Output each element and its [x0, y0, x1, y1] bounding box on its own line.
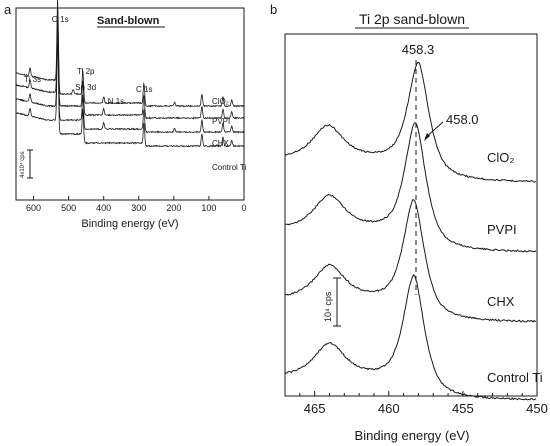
panel-b-series-line	[284, 273, 537, 401]
panel-a-peak-label: C 1s	[136, 85, 152, 94]
panel-a-peak-label: Sn 3d	[75, 83, 96, 92]
panel-a-series-labels: ClO₂ PVPI CHX Control Ti	[212, 97, 246, 172]
panel-a-series-line	[15, 0, 245, 108]
panel-a-peak-label: O 1s	[52, 15, 69, 24]
panel-a-series-label: ClO₂	[212, 97, 229, 106]
panel-a-tick-label: 200	[166, 203, 181, 213]
panel-b-series-line	[284, 122, 537, 253]
panel-a-frame	[15, 7, 245, 201]
panel-b-spectra	[284, 61, 537, 401]
panel-a-series-label: PVPI	[212, 117, 230, 126]
panel-b-tick-label: 450	[526, 401, 548, 416]
panel-b-series-labels: ClO₂ PVPI CHX Control Ti	[487, 150, 543, 385]
panel-b-series-line	[284, 61, 537, 183]
panel-b-annotation-arrowhead	[424, 133, 430, 141]
panel-a-title: Sand-blown	[97, 15, 160, 27]
panel-a-spectra	[15, 0, 245, 148]
panel-b-series-line	[284, 199, 537, 323]
panel-a-tick-label: 300	[131, 203, 146, 213]
panel-a-peak-label: Ti 2p	[77, 67, 95, 76]
panel-label-a: a	[4, 2, 12, 17]
panel-a-tick-label: 100	[201, 203, 216, 213]
panel-b-frame	[284, 33, 538, 397]
panel-a-series-line	[15, 38, 244, 148]
panel-b-ti2p-chart: Ti 2p sand-blown Binding energy (eV) 465…	[284, 11, 548, 443]
panel-a-tick-label: 600	[26, 203, 41, 213]
panel-a-series-line	[15, 25, 245, 134]
panel-a-scale-bar-label: 4x10⁴ cps	[19, 151, 26, 178]
panel-b-tick-label: 460	[378, 401, 400, 416]
panel-b-series-label: ClO₂	[487, 150, 514, 165]
panel-b-tick-label: 455	[452, 401, 474, 416]
panel-a-x-axis-label: Binding energy (eV)	[81, 218, 178, 230]
panel-a-tick-label: 400	[96, 203, 111, 213]
panel-b-scale-bar-label: 10⁴ cps	[323, 291, 333, 322]
panel-b-tick-label: 465	[304, 401, 326, 416]
panel-b-annotation-458-0: 458.0	[446, 112, 479, 127]
panel-a-x-ticks: 600 500 400 300 200 100 0	[26, 196, 247, 213]
panel-a-peak-label: N 1s	[108, 97, 124, 106]
panel-b-x-ticks: 465 460 455 450	[299, 391, 548, 416]
panel-a-series-line	[15, 10, 245, 120]
panel-a-survey-chart: Sand-blown Binding energy (eV) 600 500 400…	[15, 0, 247, 230]
panel-b-series-label: PVPI	[487, 222, 517, 237]
panel-a-series-label: CHX	[212, 139, 230, 148]
panel-b-series-label: Control Ti	[487, 370, 543, 385]
panel-label-b: b	[270, 2, 277, 17]
panel-a-series-label: Control Ti	[212, 163, 246, 172]
panel-b-title: Ti 2p sand-blown	[359, 11, 465, 27]
panel-a-tick-label: 500	[61, 203, 76, 213]
panel-a-peak-label: Ti 3s	[24, 75, 41, 84]
panel-b-series-label: CHX	[487, 294, 515, 309]
panel-a-peak-labels: O 1s Ti 2p Sn 3d Ti 3s N 1s C 1s	[24, 15, 152, 106]
panel-b-x-axis-label: Binding energy (eV)	[355, 428, 470, 443]
panel-a-tick-label: 0	[241, 203, 246, 213]
panel-b-annotation-458-3: 458.3	[402, 42, 435, 57]
